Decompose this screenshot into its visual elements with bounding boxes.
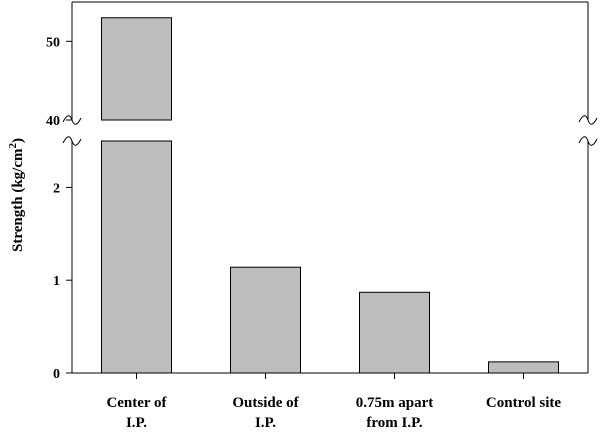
bar-1 bbox=[230, 266, 301, 374]
y-axis-label-text: Strength (kg/cm bbox=[10, 148, 26, 252]
y-axis-label: Strength (kg/cm2) bbox=[7, 138, 26, 252]
y-axis-label-superscript: 2 bbox=[7, 143, 19, 149]
x-tick-label-2-1: from I.P. bbox=[366, 415, 423, 431]
bar-0-lower bbox=[101, 140, 172, 374]
x-tick-label-0-0: Center of bbox=[106, 395, 167, 411]
bar-3 bbox=[488, 361, 559, 374]
axis-break-mark-right-lower bbox=[578, 136, 598, 146]
x-tick-label-1-1: I.P. bbox=[255, 415, 276, 431]
axis-break-mark-right-upper bbox=[578, 115, 598, 125]
y-tick-40-label: 40 bbox=[46, 114, 60, 129]
y-tick-2-label: 2 bbox=[53, 181, 60, 196]
y-tick-50-label: 50 bbox=[46, 35, 60, 50]
x-tick-label-0-1: I.P. bbox=[126, 415, 147, 431]
x-tick-label-2-0: 0.75m apart bbox=[356, 395, 434, 411]
bar-2 bbox=[359, 291, 430, 374]
y-tick-0-label: 0 bbox=[53, 367, 60, 382]
y-tick-1-label: 1 bbox=[53, 274, 60, 289]
axis-break-mark-left-lower bbox=[62, 136, 82, 146]
bar-0-upper bbox=[101, 17, 172, 121]
x-tick-label-3-0: Control site bbox=[486, 395, 561, 411]
y-axis-label-suffix: ) bbox=[10, 138, 26, 143]
plot-area: 0 1 2 40 50 Center of I.P. Outside of I.P. 0.75m … bbox=[46, 1, 598, 431]
x-tick-label-1-0: Outside of bbox=[232, 395, 299, 411]
